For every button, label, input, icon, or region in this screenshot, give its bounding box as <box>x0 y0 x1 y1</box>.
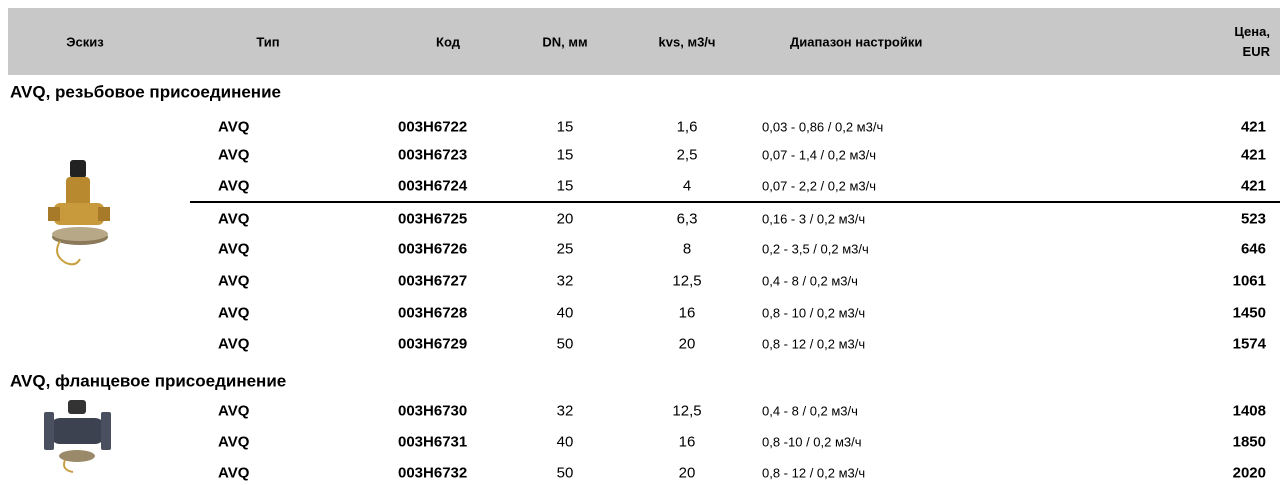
kvs-cell: 16 <box>678 304 696 322</box>
header-band <box>8 8 1280 75</box>
code-cell: 003H6729 <box>398 335 468 353</box>
section-title: AVQ, фланцевое присоединение <box>10 371 287 391</box>
kvs-cell: 16 <box>678 433 696 451</box>
section-title: AVQ, резьбовое присоединение <box>10 82 281 102</box>
separator <box>0 194 1 195</box>
type-cell: AVQ <box>218 433 250 451</box>
column-header: Код <box>436 34 460 50</box>
price-cell: 1850 <box>1232 433 1266 451</box>
price-cell: 523 <box>1240 210 1266 228</box>
kvs-cell: 12,5 <box>672 272 702 290</box>
code-cell: 003H6730 <box>398 402 468 420</box>
code-cell: 003H6728 <box>398 304 468 322</box>
code-cell: 003H6731 <box>398 433 468 451</box>
dn-cell: 32 <box>556 402 574 420</box>
price-cell: 646 <box>1240 240 1266 258</box>
code-cell: 003H6727 <box>398 272 468 290</box>
dn-cell: 32 <box>556 272 574 290</box>
range-cell: 0,07 - 2,2 / 0,2 м3/ч <box>762 178 876 194</box>
kvs-cell: 6,3 <box>676 210 698 228</box>
price-cell: 421 <box>1240 177 1266 195</box>
price-cell: 1574 <box>1232 335 1266 353</box>
price-cell: 421 <box>1240 146 1266 164</box>
column-header: Тип <box>256 34 280 50</box>
column-header: kvs, м3/ч <box>658 34 716 50</box>
range-cell: 0,07 - 1,4 / 0,2 м3/ч <box>762 147 876 163</box>
dn-cell: 50 <box>556 335 574 353</box>
dn-cell: 15 <box>556 146 574 164</box>
type-cell: AVQ <box>218 146 250 164</box>
type-cell: AVQ <box>218 464 250 482</box>
kvs-cell: 2,5 <box>676 146 698 164</box>
price-cell: 421 <box>1240 118 1266 136</box>
type-cell: AVQ <box>218 210 250 228</box>
dn-cell: 20 <box>556 210 574 228</box>
column-header: Диапазон настройки <box>790 34 923 50</box>
dn-cell: 25 <box>556 240 574 258</box>
price-cell: 1061 <box>1232 272 1266 290</box>
range-cell: 0,4 - 8 / 0,2 м3/ч <box>762 273 858 289</box>
dn-cell: 50 <box>556 464 574 482</box>
kvs-cell: 8 <box>682 240 692 258</box>
kvs-cell: 1,6 <box>676 118 698 136</box>
kvs-cell: 20 <box>678 335 696 353</box>
range-cell: 0,8 - 12 / 0,2 м3/ч <box>762 465 866 481</box>
price-cell: 1450 <box>1232 304 1266 322</box>
type-cell: AVQ <box>218 335 250 353</box>
code-cell: 003H6723 <box>398 146 468 164</box>
kvs-cell: 12,5 <box>672 402 702 420</box>
range-cell: 0,2 - 3,5 / 0,2 м3/ч <box>762 241 869 257</box>
type-cell: AVQ <box>218 240 250 258</box>
range-cell: 0,16 - 3 / 0,2 м3/ч <box>762 211 866 227</box>
code-cell: 003H6725 <box>398 210 468 228</box>
range-cell: 0,8 - 10 / 0,2 м3/ч <box>762 305 866 321</box>
kvs-cell: 20 <box>678 464 696 482</box>
valve-flanged-image <box>44 400 111 473</box>
kvs-cell: 4 <box>682 177 692 195</box>
column-header: Эскиз <box>66 34 104 50</box>
type-cell: AVQ <box>218 177 250 195</box>
type-cell: AVQ <box>218 272 250 290</box>
range-cell: 0,4 - 8 / 0,2 м3/ч <box>762 403 858 419</box>
dn-cell: 40 <box>556 433 574 451</box>
range-cell: 0,8 -10 / 0,2 м3/ч <box>762 434 862 450</box>
valve-threaded-image <box>48 160 110 266</box>
dn-cell: 15 <box>556 118 574 136</box>
range-cell: 0,03 - 0,86 / 0,2 м3/ч <box>762 119 884 135</box>
column-header: DN, мм <box>542 34 588 50</box>
row-separator <box>190 201 1280 203</box>
dn-cell: 15 <box>556 177 574 195</box>
code-cell: 003H6722 <box>398 118 468 136</box>
type-cell: AVQ <box>218 402 250 420</box>
range-cell: 0,8 - 12 / 0,2 м3/ч <box>762 336 866 352</box>
type-cell: AVQ <box>218 118 250 136</box>
code-cell: 003H6726 <box>398 240 468 258</box>
price-cell: 1408 <box>1232 402 1266 420</box>
price-cell: 2020 <box>1232 464 1266 482</box>
code-cell: 003H6732 <box>398 464 468 482</box>
dn-cell: 40 <box>556 304 574 322</box>
column-header: Цена, EUR <box>1234 24 1270 59</box>
code-cell: 003H6724 <box>398 177 468 195</box>
type-cell: AVQ <box>218 304 250 322</box>
